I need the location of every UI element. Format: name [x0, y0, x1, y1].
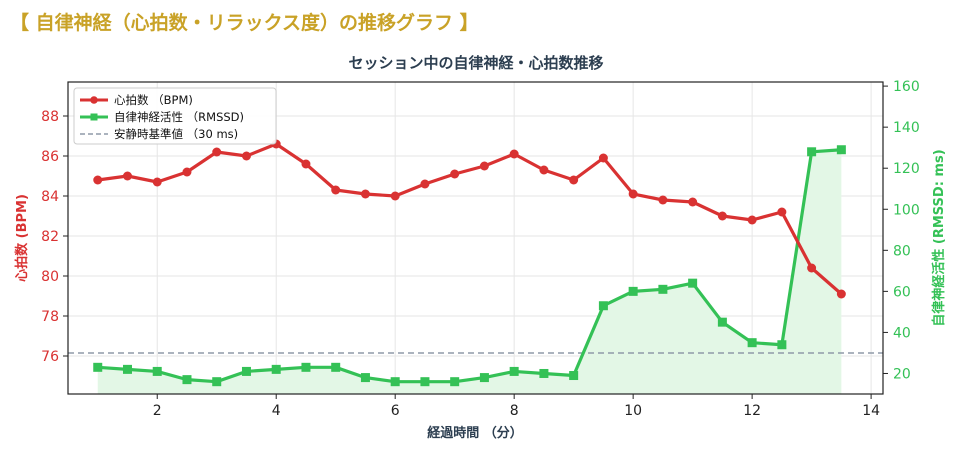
x-axis-ticks: 2 4 6 8 10 12 14 — [153, 394, 880, 419]
hrv-point — [539, 368, 549, 378]
heart-rate-point — [450, 169, 460, 179]
hrv-point — [93, 362, 103, 372]
legend-baseline-label: 安静時基準値 （30 ms) — [114, 127, 238, 141]
hrv-point — [688, 278, 698, 288]
heart-rate-point — [420, 179, 430, 189]
left-tick-label: 84 — [41, 189, 59, 205]
heart-rate-point — [241, 151, 251, 161]
left-tick-label: 88 — [41, 109, 59, 125]
left-axis-ticks: 76 78 80 82 84 86 88 — [41, 109, 68, 365]
heart-rate-point — [360, 189, 370, 199]
x-tick-label: 6 — [391, 403, 400, 419]
heart-rate-point — [212, 147, 222, 157]
heart-rate-point — [182, 167, 192, 177]
x-tick-label: 8 — [510, 403, 519, 419]
right-tick-label: 120 — [893, 161, 920, 177]
legend-hrv-label: 自律神経活性 （RMSSD) — [114, 110, 244, 124]
x-tick-label: 12 — [743, 403, 761, 419]
page-heading: 【 自律神経（心拍数・リラックス度）の推移グラフ 】 — [10, 12, 479, 34]
heart-rate-point — [122, 171, 132, 181]
series-layer — [93, 139, 846, 387]
chart-title: セッション中の自律神経・心拍数推移 — [348, 54, 603, 72]
legend-hrv-marker — [90, 113, 98, 121]
heart-rate-point — [658, 195, 668, 205]
hrv-point — [182, 375, 192, 385]
left-tick-label: 80 — [41, 269, 59, 285]
left-axis-label: 心拍数 (BPM) — [14, 194, 30, 282]
left-tick-label: 86 — [41, 149, 59, 165]
heart-rate-point — [598, 153, 608, 163]
heart-rate-point — [717, 211, 727, 221]
heart-rate-point — [331, 185, 341, 195]
legend: 心拍数 （BPM) 自律神経活性 （RMSSD) 安静時基準値 （30 ms) — [73, 87, 277, 145]
hrv-point — [271, 364, 281, 374]
heart-rate-point — [509, 149, 519, 159]
legend-box — [73, 87, 277, 145]
x-tick-label: 14 — [862, 403, 880, 419]
hrv-point — [777, 340, 787, 350]
hrv-point — [569, 371, 579, 381]
hrv-area — [97, 149, 842, 394]
heart-rate-point — [747, 215, 757, 225]
right-tick-label: 60 — [893, 284, 911, 300]
left-tick-label: 78 — [41, 309, 59, 325]
hrv-point — [658, 284, 668, 294]
hrv-point — [628, 286, 638, 296]
x-tick-label: 2 — [153, 403, 162, 419]
heart-rate-point — [628, 189, 638, 199]
hrv-point — [331, 362, 341, 372]
hrv-point — [122, 364, 132, 374]
hrv-point — [836, 145, 846, 155]
heart-rate-point — [569, 175, 579, 185]
hrv-point — [152, 366, 162, 376]
x-tick-label: 4 — [272, 403, 281, 419]
hrv-point — [509, 366, 519, 376]
heart-rate-point — [390, 191, 400, 201]
right-axis-label: 自律神経活性 (RMSSD: ms) — [931, 149, 947, 326]
hrv-point — [717, 317, 727, 327]
plot-frame — [67, 81, 884, 395]
x-tick-label: 10 — [624, 403, 642, 419]
hrv-point — [241, 366, 251, 376]
right-tick-label: 160 — [893, 79, 920, 95]
right-axis-ticks: 20 40 60 80 100 120 140 160 — [883, 79, 920, 382]
heart-rate-point — [93, 175, 103, 185]
heart-rate-point — [688, 197, 698, 207]
heart-rate-point — [301, 159, 311, 169]
hrv-point — [450, 377, 460, 387]
hrv-point — [212, 377, 222, 387]
heart-rate-point — [152, 177, 162, 187]
left-tick-label: 76 — [41, 349, 59, 365]
x-axis-label: 経過時間 （分） — [427, 425, 523, 441]
heart-rate-point — [836, 289, 846, 299]
hrv-series-line — [97, 148, 842, 384]
hrv-point — [807, 147, 817, 157]
right-tick-label: 100 — [893, 202, 920, 218]
right-tick-label: 20 — [893, 366, 911, 382]
hrv-point — [598, 301, 608, 311]
heart-rate-point — [479, 161, 489, 171]
legend-heart-rate-marker — [90, 96, 98, 104]
heart-rate-point — [777, 207, 787, 217]
hrv-point — [479, 373, 489, 383]
heart-rate-point — [807, 263, 817, 273]
heart-rate-point — [539, 165, 549, 175]
hrv-point — [390, 377, 400, 387]
right-tick-label: 80 — [893, 243, 911, 259]
hrv-point — [301, 362, 311, 372]
hrv-point — [420, 377, 430, 387]
left-tick-label: 82 — [41, 229, 59, 245]
heart-rate-series-line — [97, 142, 843, 296]
right-tick-label: 40 — [893, 325, 911, 341]
right-tick-label: 140 — [893, 120, 920, 136]
legend-heart-rate-label: 心拍数 （BPM) — [114, 93, 193, 107]
hrv-area-fill — [97, 149, 842, 394]
hrv-point — [360, 373, 370, 383]
grid-lines — [68, 82, 883, 394]
hrv-point — [747, 338, 757, 348]
